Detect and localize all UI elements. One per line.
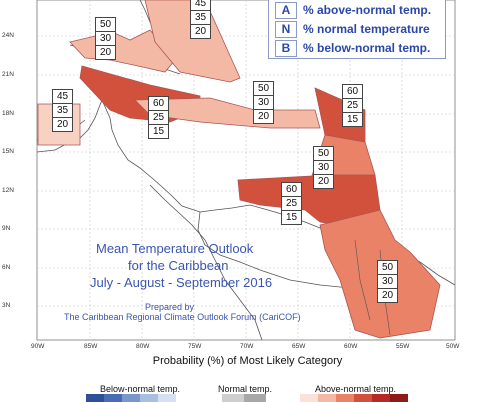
prob-box-southern: 60 25 15: [281, 182, 302, 225]
prob-box-belize: 45 35 20: [52, 89, 73, 132]
prob-box-hispaniola: 50 30 20: [253, 81, 274, 124]
map-title-line3: July - August - September 2016: [90, 275, 273, 290]
lon-label: 55W: [396, 343, 410, 350]
legend-text: % normal temperature: [303, 22, 430, 36]
lat-label: 9N: [2, 225, 11, 232]
lat-label: 24N: [2, 32, 14, 39]
prepared-by: Prepared by: [145, 302, 195, 312]
lat-label: 3N: [2, 302, 11, 309]
lat-label: 12N: [2, 187, 14, 194]
prob-box-bahamas: 50 30 20: [95, 17, 116, 60]
legend-key: B: [275, 39, 297, 57]
lon-label: 90W: [31, 343, 45, 350]
region-north-caribbean: [144, 0, 241, 83]
lon-label: 70W: [240, 343, 254, 350]
legend-text: % above-normal temp.: [303, 3, 432, 17]
legend-normal: N % normal temperature: [275, 20, 430, 38]
map-title-line1: Mean Temperature Outlook: [96, 241, 254, 256]
legend-below: B % below-normal temp.: [275, 39, 430, 57]
legend-text: % below-normal temp.: [303, 41, 431, 55]
prepared-org: The Caribbean Regional Climate Outlook F…: [64, 312, 301, 322]
probability-label: Probability (%) of Most Likely Category: [152, 355, 343, 367]
category-below: Below-normal temp.: [100, 384, 181, 394]
lat-label: 18N: [2, 110, 14, 117]
map-title-line2: for the Caribbean: [128, 258, 229, 273]
lon-label: 65W: [292, 343, 306, 350]
legend-above: A % above-normal temp.: [275, 1, 431, 19]
category-normal: Normal temp.: [218, 384, 273, 394]
prob-box-windward: 50 30 20: [313, 146, 334, 189]
lon-label: 50W: [446, 343, 460, 350]
prob-box-jamaica: 60 25 15: [148, 96, 169, 139]
legend-key: A: [275, 1, 297, 19]
category-above: Above-normal temp.: [315, 384, 397, 394]
prob-box-leeward: 60 25 15: [342, 84, 363, 127]
lat-label: 6N: [2, 264, 11, 271]
color-scale: [86, 394, 408, 402]
lon-label: 80W: [136, 343, 150, 350]
lon-label: 60W: [344, 343, 358, 350]
lat-label: 21N: [2, 71, 14, 78]
prob-box-north: 45 35 20: [190, 0, 211, 39]
legend-key: N: [275, 20, 297, 38]
lon-label: 75W: [188, 343, 202, 350]
lon-label: 85W: [84, 343, 98, 350]
lat-label: 15N: [2, 148, 14, 155]
legend-box: A % above-normal temp. N % normal temper…: [268, 0, 446, 59]
prob-box-guianas: 50 30 20: [377, 260, 398, 303]
